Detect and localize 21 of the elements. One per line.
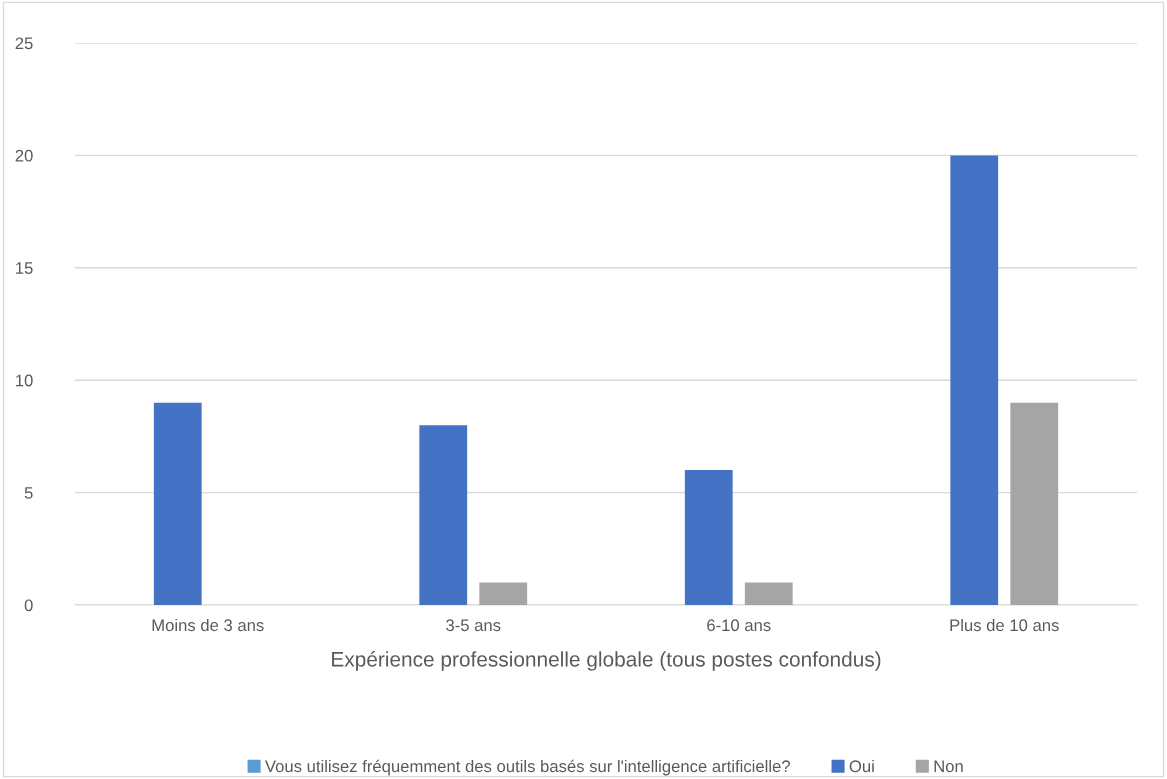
bar xyxy=(744,582,793,605)
y-tick-label: 15 xyxy=(16,262,33,274)
bar xyxy=(153,402,202,605)
y-tick-label: 20 xyxy=(15,149,33,162)
bar xyxy=(950,155,999,605)
x-tick-label: 3-5 ans xyxy=(446,619,501,632)
bar xyxy=(419,425,468,605)
y-tick-label: 10 xyxy=(16,374,33,387)
y-tick-label: 5 xyxy=(24,487,33,499)
y-tick-label: 25 xyxy=(15,37,33,50)
x-tick-label: Moins de 3 ans xyxy=(152,618,264,632)
bar xyxy=(1010,402,1059,605)
legend-label: Vous utilisez fréquemment des outils basés sur l'intelligence artificielle? xyxy=(265,759,790,776)
bar xyxy=(479,582,528,605)
x-tick-label: 6-10 ans xyxy=(707,619,771,632)
x-axis-title: Expérience professionnelle globale (tous postes confondus) xyxy=(332,651,881,671)
y-tick-label: 0 xyxy=(24,599,33,612)
x-tick-label: Plus de 10 ans xyxy=(950,618,1059,632)
legend-label: Non xyxy=(934,760,963,773)
legend-label: Oui xyxy=(849,759,874,773)
bar xyxy=(684,470,733,605)
